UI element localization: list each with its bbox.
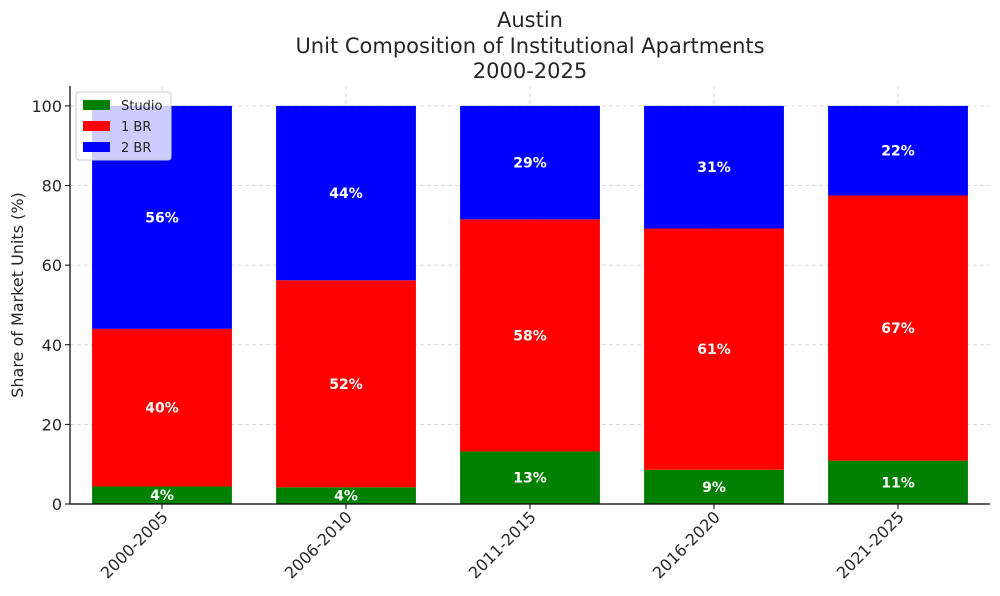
bar-studio-1 [276,487,416,504]
data-labels: 4% 40% 56% 4% 52% 44% 13% 58% 29% 9% 61% 31% 11% 67% 2… [145,144,915,505]
x-tick-label-3: 2016-2020 [649,507,724,582]
x-tick-label-4: 2021-2025 [833,507,908,582]
chart-title-line-3: 2000-2025 [473,59,587,83]
bar-2-br-4 [828,105,968,196]
legend-swatch-2-br [83,142,110,152]
legend-swatch-1-br [83,121,110,131]
data-label-studio-1: 4% [334,489,358,505]
bar-studio-2 [460,451,600,504]
data-label-studio-2: 13% [513,471,547,487]
data-label-studio-0: 4% [150,488,174,504]
bars [92,105,968,504]
y-tick-label-40: 40 [42,336,62,355]
bar-studio-4 [828,460,968,504]
chart-title: Austin Unit Composition of Institutional… [295,8,764,83]
data-label-studio-3: 9% [702,480,726,496]
bar-1-br-0 [92,328,232,487]
chart-title-line-1: Austin [497,8,563,32]
legend-swatch-studio [83,100,110,110]
y-tick-label-0: 0 [52,495,62,514]
x-tick-label-1: 2006-2010 [281,507,356,582]
y-tick-label-80: 80 [42,177,62,196]
data-label-studio-4: 11% [881,475,915,491]
chart-title-line-2: Unit Composition of Institutional Apartm… [295,34,764,58]
data-label-2-br-1: 44% [329,186,363,202]
data-label-1-br-3: 61% [697,342,731,358]
bar-2-br-1 [276,105,416,281]
bar-1-br-3 [644,228,784,470]
y-tick-label-60: 60 [42,256,62,275]
legend-label-2-br: 2 BR [121,141,151,156]
legend-label-1-br: 1 BR [121,120,151,135]
bar-2-br-2 [460,105,600,220]
data-label-1-br-1: 52% [329,377,363,393]
data-label-2-br-4: 22% [881,144,915,160]
bar-studio-0 [92,486,232,504]
y-tick-label-20: 20 [42,415,62,434]
y-tick-label-100: 100 [31,97,62,116]
data-label-1-br-2: 58% [513,328,547,344]
bar-1-br-1 [276,280,416,488]
legend-label-studio: Studio [121,99,162,114]
data-label-2-br-0: 56% [145,210,179,226]
bar-2-br-3 [644,105,784,229]
bar-studio-3 [644,469,784,504]
x-tick-label-0: 2000-2005 [97,507,172,582]
x-tick-label-2: 2011-2015 [465,507,540,582]
bar-1-br-4 [828,195,968,461]
y-axis-label: Share of Market Units (%) [8,192,27,398]
data-label-2-br-3: 31% [697,160,731,176]
data-label-1-br-0: 40% [145,401,179,417]
data-label-2-br-2: 29% [513,156,547,172]
data-label-1-br-4: 67% [881,321,915,337]
legend: Studio 1 BR 2 BR [75,91,172,161]
bar-1-br-2 [460,219,600,452]
